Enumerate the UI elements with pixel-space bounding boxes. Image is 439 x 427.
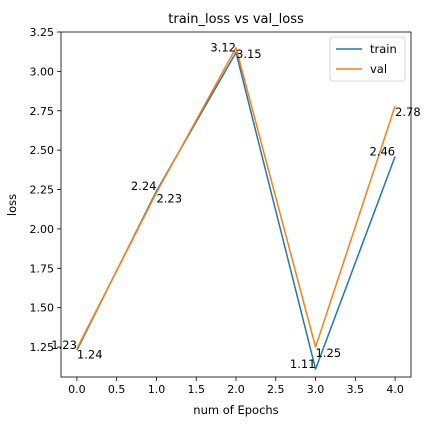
plot-frame xyxy=(60,31,412,378)
data-label-val: 2.78 xyxy=(395,105,421,119)
legend: train val xyxy=(329,36,406,82)
series-line-val xyxy=(76,47,396,349)
y-tick-label: 2.75 xyxy=(30,105,55,118)
x-tick-label: 2.0 xyxy=(227,383,245,396)
chart-title: train_loss vs val_loss xyxy=(168,12,304,27)
data-label-val: 2.23 xyxy=(156,192,182,206)
x-tick-label: 0.5 xyxy=(108,383,126,396)
y-tick-label: 3.00 xyxy=(30,65,55,78)
y-tick-label: 2.00 xyxy=(30,223,55,236)
data-label-train: 2.24 xyxy=(131,179,157,193)
x-tick-label: 4.0 xyxy=(386,383,404,396)
y-tick-label: 2.25 xyxy=(30,184,55,197)
y-tick-label: 1.75 xyxy=(30,262,55,275)
x-tick-label: 0.0 xyxy=(68,383,86,396)
y-tick-label: 1.50 xyxy=(30,302,55,315)
x-tick-label: 3.0 xyxy=(307,383,325,396)
legend-label-train: train xyxy=(370,42,397,56)
x-tick-label: 2.5 xyxy=(267,383,285,396)
x-tick-label: 1.5 xyxy=(187,383,205,396)
y-tick-label: 3.25 xyxy=(30,26,55,39)
data-label-val: 1.24 xyxy=(77,348,103,362)
y-axis-label: loss xyxy=(5,194,19,216)
data-label-train: 2.46 xyxy=(369,144,395,158)
x-axis-label: num of Epochs xyxy=(193,403,278,417)
y-tick-label: 1.25 xyxy=(30,341,55,354)
data-label-train: 1.23 xyxy=(51,338,77,352)
legend-box xyxy=(329,36,406,82)
x-tick-label: 1.0 xyxy=(148,383,166,396)
data-label-val: 1.25 xyxy=(316,346,342,360)
series-line-train xyxy=(76,51,396,370)
legend-label-val: val xyxy=(370,62,387,76)
data-label-train: 1.11 xyxy=(290,357,316,371)
y-tick-label: 2.50 xyxy=(30,144,55,157)
x-tick-label: 3.5 xyxy=(347,383,365,396)
data-label-val: 3.15 xyxy=(236,47,262,61)
data-label-train: 3.12 xyxy=(210,40,236,54)
plot-area: 0.0 0.5 1.0 1.5 2.0 2.5 3.0 3.5 4.0 1.25 1.50 1.75 2… xyxy=(30,26,421,396)
